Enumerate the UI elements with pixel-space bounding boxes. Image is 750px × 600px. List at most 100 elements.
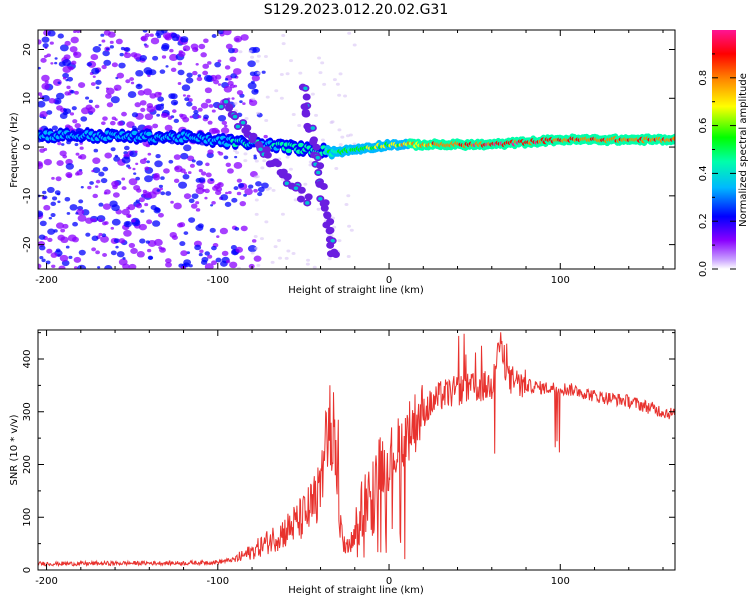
- streak-point: [304, 193, 313, 201]
- noise-point: [95, 79, 102, 85]
- noise-point: [223, 155, 229, 160]
- noise-point: [217, 83, 222, 86]
- noise-point: [152, 55, 159, 61]
- noise-point: [239, 255, 245, 260]
- noise-point: [140, 107, 146, 112]
- noise-point: [193, 109, 199, 115]
- noise-point: [56, 92, 65, 100]
- noise-point: [352, 142, 357, 146]
- noise-point: [75, 152, 80, 156]
- noise-point: [288, 167, 293, 171]
- noise-point: [110, 250, 117, 256]
- noise-point: [60, 228, 66, 233]
- noise-point: [144, 166, 150, 171]
- noise-point: [64, 197, 71, 202]
- noise-point: [142, 30, 148, 33]
- noise-point: [148, 69, 157, 76]
- noise-point: [38, 210, 44, 218]
- noise-point: [194, 244, 202, 251]
- noise-point: [144, 44, 149, 48]
- noise-point: [170, 67, 177, 72]
- noise-point: [110, 96, 120, 104]
- noise-point: [320, 138, 325, 142]
- noise-point: [254, 246, 259, 250]
- noise-point: [180, 250, 188, 257]
- noise-point: [56, 192, 61, 196]
- noise-point: [97, 266, 101, 269]
- noise-point: [250, 55, 255, 59]
- noise-point: [279, 96, 284, 100]
- noise-point: [47, 237, 53, 243]
- noise-point: [73, 256, 82, 263]
- noise-point: [281, 33, 286, 37]
- noise-point: [95, 179, 101, 184]
- noise-point: [130, 52, 138, 58]
- noise-point: [347, 224, 352, 228]
- noise-point: [91, 218, 97, 223]
- noise-point: [197, 223, 204, 229]
- noise-point: [183, 259, 192, 266]
- noise-point: [156, 113, 161, 117]
- noise-point: [152, 220, 161, 227]
- noise-point: [168, 93, 176, 99]
- noise-point: [71, 60, 77, 65]
- noise-point: [247, 245, 257, 253]
- noise-point: [182, 94, 186, 97]
- streak-peak: [232, 114, 238, 119]
- noise-point: [190, 203, 198, 209]
- colorbar-tick-label: 0.2: [698, 213, 709, 229]
- noise-point: [100, 235, 109, 243]
- noise-point: [200, 259, 208, 265]
- spectrogram-y-tick-label: 20: [22, 43, 33, 56]
- noise-point: [207, 254, 213, 259]
- streak-peak: [223, 99, 229, 104]
- noise-point: [165, 258, 172, 264]
- noise-point: [227, 168, 234, 174]
- noise-point: [235, 246, 243, 253]
- spectrogram-y-tick-label: 10: [22, 92, 33, 105]
- noise-point: [191, 159, 196, 163]
- noise-point: [57, 33, 64, 39]
- noise-point: [41, 74, 50, 82]
- noise-point: [161, 55, 167, 59]
- noise-point: [251, 88, 259, 95]
- noise-point: [87, 106, 96, 114]
- noise-point: [220, 194, 229, 201]
- noise-point: [130, 247, 138, 255]
- noise-point: [204, 188, 210, 194]
- noise-point: [68, 66, 74, 71]
- noise-point: [211, 245, 217, 251]
- noise-point: [122, 257, 126, 260]
- noise-point: [251, 74, 260, 82]
- noise-point: [110, 147, 116, 152]
- noise-point: [196, 76, 203, 82]
- streak-point: [326, 241, 335, 249]
- noise-point: [56, 160, 64, 167]
- noise-point: [158, 246, 163, 250]
- noise-point: [184, 97, 190, 102]
- noise-point: [203, 38, 209, 43]
- noise-point: [72, 221, 78, 227]
- noise-point: [180, 114, 187, 120]
- noise-point: [230, 245, 237, 250]
- noise-point: [169, 53, 178, 62]
- noise-point: [92, 75, 96, 78]
- noise-point: [261, 182, 269, 189]
- noise-point: [91, 247, 97, 252]
- noise-point: [207, 120, 213, 125]
- noise-point: [254, 212, 259, 216]
- streak-peak: [235, 124, 241, 129]
- colorbar-tick-label: 0.4: [698, 165, 709, 181]
- streak-point: [273, 160, 282, 168]
- streak-peak: [284, 181, 290, 186]
- noise-point: [285, 155, 290, 159]
- noise-point: [111, 218, 121, 226]
- noise-point: [139, 238, 146, 244]
- noise-point: [255, 175, 260, 179]
- noise-point: [208, 104, 214, 108]
- noise-point: [159, 69, 166, 74]
- noise-point: [160, 112, 168, 118]
- noise-point: [236, 178, 242, 183]
- noise-point: [306, 258, 311, 262]
- spectrogram-x-tick-label: 100: [551, 275, 570, 286]
